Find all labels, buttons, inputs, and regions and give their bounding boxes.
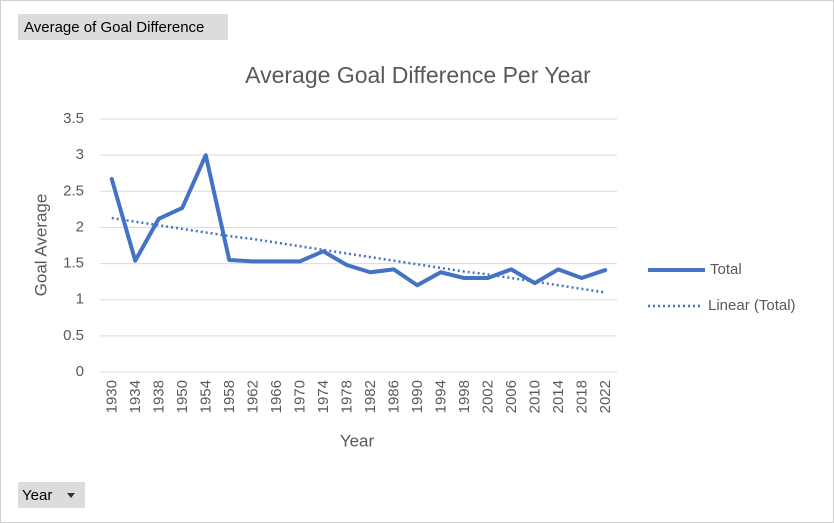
y-tick-label: 2.5 [63,182,84,199]
x-tick-label: 1994 [433,380,450,413]
y-tick-label: 1 [76,291,84,308]
x-tick-label: 1982 [362,380,379,413]
button-bg [18,482,85,508]
y-tick-label: 2 [76,218,84,235]
x-tick-label: 1998 [456,380,473,413]
y-axis-label: Goal Average [31,194,50,297]
x-tick-label: 1970 [292,380,309,413]
chart-title: Average Goal Difference Per Year [245,62,591,88]
button-label: Year [22,487,52,504]
dropdown-arrow [67,493,75,498]
x-tick-label: 1962 [245,380,262,413]
x-tick-label: 1966 [268,380,285,413]
x-tick-label: 1986 [386,380,403,413]
x-tick-label: 2022 [597,380,614,413]
x-tick-label: 2014 [550,380,567,413]
x-tick-label: 1990 [409,380,426,413]
x-tick-label: 2018 [574,380,591,413]
y-tick-label: 1.5 [63,255,84,272]
x-tick-label: 2002 [480,380,497,413]
legend-label: Linear (Total) [708,297,796,314]
value-field-button[interactable]: Average of Goal Difference [18,14,228,40]
x-tick-label: 1978 [339,380,356,413]
y-tick-label: 3.5 [63,110,84,127]
x-tick-label: 2010 [527,380,544,413]
axis-field-button[interactable]: Year [18,482,85,508]
x-tick-label: 1958 [221,380,238,413]
x-axis-label: Year [340,431,375,450]
y-tick-label: 0.5 [63,327,84,344]
x-tick-label: 1938 [151,380,168,413]
x-tick-label: 1954 [198,380,215,413]
trend-line [111,216,606,294]
y-tick-label: 0 [76,363,84,380]
x-tick-label: 1974 [315,380,332,413]
y-tick-label: 3 [76,146,84,163]
x-tick-label: 1930 [104,380,121,413]
legend-label: Total [710,261,742,278]
x-tick-label: 1950 [174,380,191,413]
x-tick-label: 1934 [127,380,144,413]
x-tick-label: 2006 [503,380,520,413]
series-line [109,153,608,288]
button-label: Average of Goal Difference [24,19,204,36]
button-bg [18,14,228,40]
